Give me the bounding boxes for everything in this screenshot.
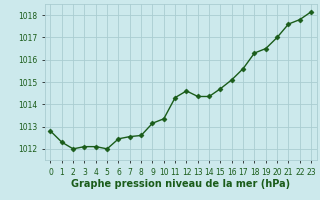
X-axis label: Graphe pression niveau de la mer (hPa): Graphe pression niveau de la mer (hPa): [71, 179, 290, 189]
